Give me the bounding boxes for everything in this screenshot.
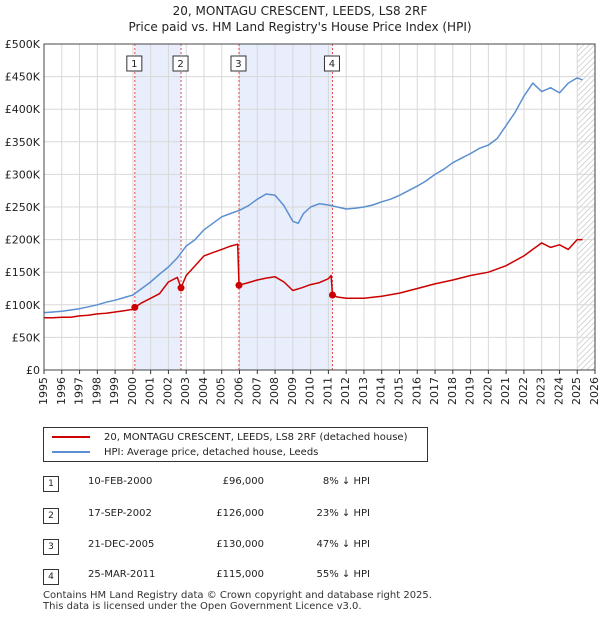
sale-price: £96,000	[222, 476, 264, 487]
sale-hpi-diff: 47% ↓ HPI	[316, 539, 370, 550]
sale-label-box-1	[126, 55, 143, 72]
x-tick-label: 2006	[233, 377, 246, 405]
x-tick-label: 2023	[535, 377, 548, 405]
footer-attribution: Contains HM Land Registry data © Crown c…	[43, 590, 432, 612]
x-tick-label: 2021	[499, 377, 512, 405]
sale-price: £130,000	[216, 539, 264, 550]
sale-label-box-4	[323, 55, 340, 72]
x-tick-label: 2012	[339, 377, 352, 405]
sale-point-1	[131, 303, 139, 311]
x-tick-label: 1995	[37, 377, 50, 405]
legend-label-property: 20, MONTAGU CRESCENT, LEEDS, LS8 2RF (de…	[104, 431, 408, 443]
sale-point-4	[328, 291, 336, 299]
y-tick-label: £150K	[5, 266, 41, 279]
x-tick-label: 2013	[357, 377, 370, 405]
x-tick-label: 1999	[108, 377, 121, 405]
y-tick-label: £400K	[5, 103, 41, 116]
sale-label-4: 4	[329, 59, 335, 70]
hpi-line	[43, 77, 583, 314]
y-tick-label: £500K	[5, 38, 41, 51]
sale-price: £115,000	[216, 569, 264, 580]
footer-license: This data is licensed under the Open Gov…	[43, 601, 362, 612]
sale-number-badge: 1	[43, 476, 59, 492]
footer-copyright: Contains HM Land Registry data © Crown c…	[43, 590, 432, 601]
legend-label-hpi: HPI: Average price, detached house, Leed…	[104, 446, 319, 458]
chart-subtitle: Price paid vs. HM Land Registry's House …	[128, 20, 472, 34]
y-tick-label: £200K	[5, 234, 41, 247]
x-tick-label: 2011	[321, 377, 334, 405]
x-tick-label: 2020	[481, 377, 494, 405]
sale-hpi-diff: 23% ↓ HPI	[316, 508, 370, 519]
price-chart: 1995 1996 1997 1998 1999 2000 2001 2002 2003 2004…	[5, 38, 600, 405]
sale-number-badge: 4	[43, 569, 59, 585]
y-tick-label: £350K	[5, 136, 41, 149]
x-tick-label: 1997	[73, 377, 86, 405]
x-tick-label: 2001	[144, 377, 157, 405]
sale-number-badge: 3	[43, 539, 59, 555]
x-tick-label: 2007	[250, 377, 263, 405]
x-tick-label: 1996	[55, 377, 68, 405]
x-tick-label: 2022	[517, 377, 530, 405]
sale-label-2: 2	[177, 59, 183, 70]
y-tick-label: £100K	[5, 299, 41, 312]
sale-date: 10-FEB-2000	[88, 476, 153, 487]
x-tick-label: 2003	[179, 377, 192, 405]
sale-label-1: 1	[131, 59, 137, 70]
chart-legend: 20, MONTAGU CRESCENT, LEEDS, LS8 2RF (de…	[43, 427, 428, 462]
x-tick-label: 2015	[392, 377, 405, 405]
x-tick-label: 2008	[268, 377, 281, 405]
y-tick-label: £50K	[12, 331, 41, 344]
x-tick-label: 2018	[446, 377, 459, 405]
y-tick-label: £300K	[5, 168, 41, 181]
x-tick-label: 2004	[197, 377, 210, 405]
sale-label-3: 3	[235, 59, 241, 70]
sale-label-box-3	[230, 55, 247, 72]
x-tick-label: 2000	[126, 377, 139, 405]
sale-date: 21-DEC-2005	[88, 539, 155, 550]
sale-point-3	[235, 281, 243, 289]
x-tick-label: 2009	[286, 377, 299, 405]
sale-hpi-diff: 55% ↓ HPI	[316, 569, 370, 580]
x-tick-label: 2016	[410, 377, 423, 405]
table-row: 3 21-DEC-2005 £130,000 47% ↓ HPI	[0, 539, 600, 559]
table-row: 1 10-FEB-2000 £96,000 8% ↓ HPI	[0, 476, 600, 496]
table-row: 4 25-MAR-2011 £115,000 55% ↓ HPI	[0, 569, 600, 589]
sale-price: £126,000	[216, 508, 264, 519]
chart-title: 20, MONTAGU CRESCENT, LEEDS, LS8 2RF	[172, 4, 428, 18]
y-tick-label: £250K	[5, 201, 41, 214]
x-tick-label: 2002	[161, 377, 174, 405]
x-tick-label: 1998	[90, 377, 103, 405]
legend-item-hpi: HPI: Average price, detached house, Leed…	[44, 445, 318, 459]
sale-date: 17-SEP-2002	[88, 508, 152, 519]
sale-label-box-2	[172, 55, 189, 72]
property-price-line	[44, 238, 583, 319]
sale-point-2	[177, 284, 185, 292]
y-tick-label: £0	[26, 364, 40, 377]
x-tick-label: 2017	[428, 377, 441, 405]
x-tick-label: 2019	[464, 377, 477, 405]
legend-swatch-property	[52, 436, 90, 438]
plot-frame	[43, 43, 596, 371]
x-tick-label: 2025	[570, 377, 583, 405]
legend-item-property: 20, MONTAGU CRESCENT, LEEDS, LS8 2RF (de…	[44, 430, 408, 444]
sale-number-badge: 2	[43, 508, 59, 524]
x-tick-label: 2026	[588, 377, 600, 405]
sale-date: 25-MAR-2011	[88, 569, 156, 580]
table-row: 2 17-SEP-2002 £126,000 23% ↓ HPI	[0, 508, 600, 528]
x-tick-label: 2005	[215, 377, 228, 405]
x-tick-label: 2014	[375, 377, 388, 405]
x-tick-label: 2010	[304, 377, 317, 405]
y-tick-label: £450K	[5, 71, 41, 84]
legend-swatch-hpi	[52, 451, 90, 453]
sale-hpi-diff: 8% ↓ HPI	[322, 476, 370, 487]
x-tick-label: 2024	[552, 377, 565, 405]
